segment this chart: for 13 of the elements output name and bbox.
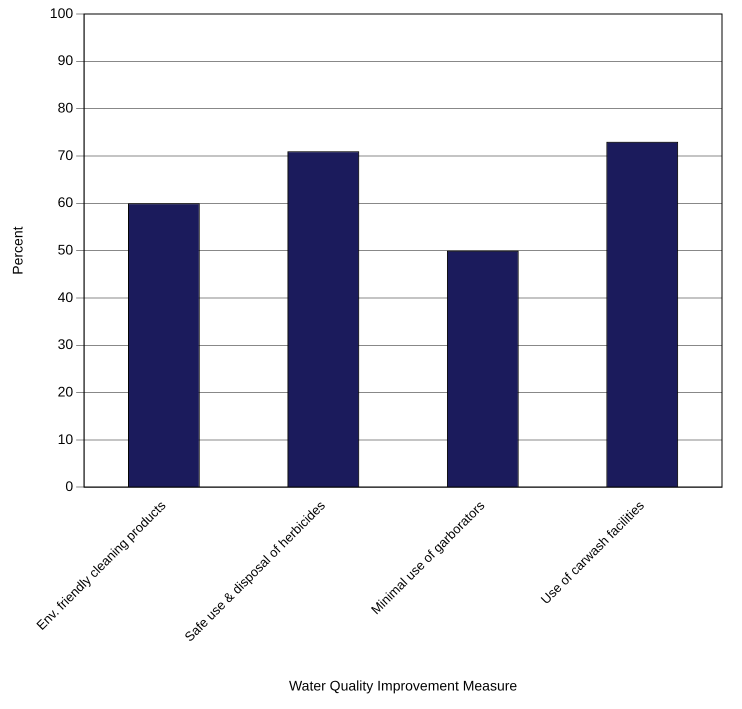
y-tick-label: 50 (58, 241, 74, 258)
y-axis-title: Percent (9, 226, 26, 275)
y-tick-label: 70 (58, 146, 74, 163)
y-tick-label: 0 (65, 478, 74, 494)
y-tick-label: 100 (50, 4, 74, 21)
y-tick-label: 30 (58, 336, 74, 352)
y-tick-label: 60 (58, 194, 74, 210)
y-tick-label: 20 (58, 383, 74, 400)
y-tick-label: 40 (58, 288, 74, 305)
y-tick-label: 80 (58, 100, 74, 116)
x-axis-title: Water Quality Improvement Measure (288, 677, 518, 694)
y-tick-label: 90 (58, 52, 74, 68)
y-tick-label: 10 (58, 430, 74, 447)
